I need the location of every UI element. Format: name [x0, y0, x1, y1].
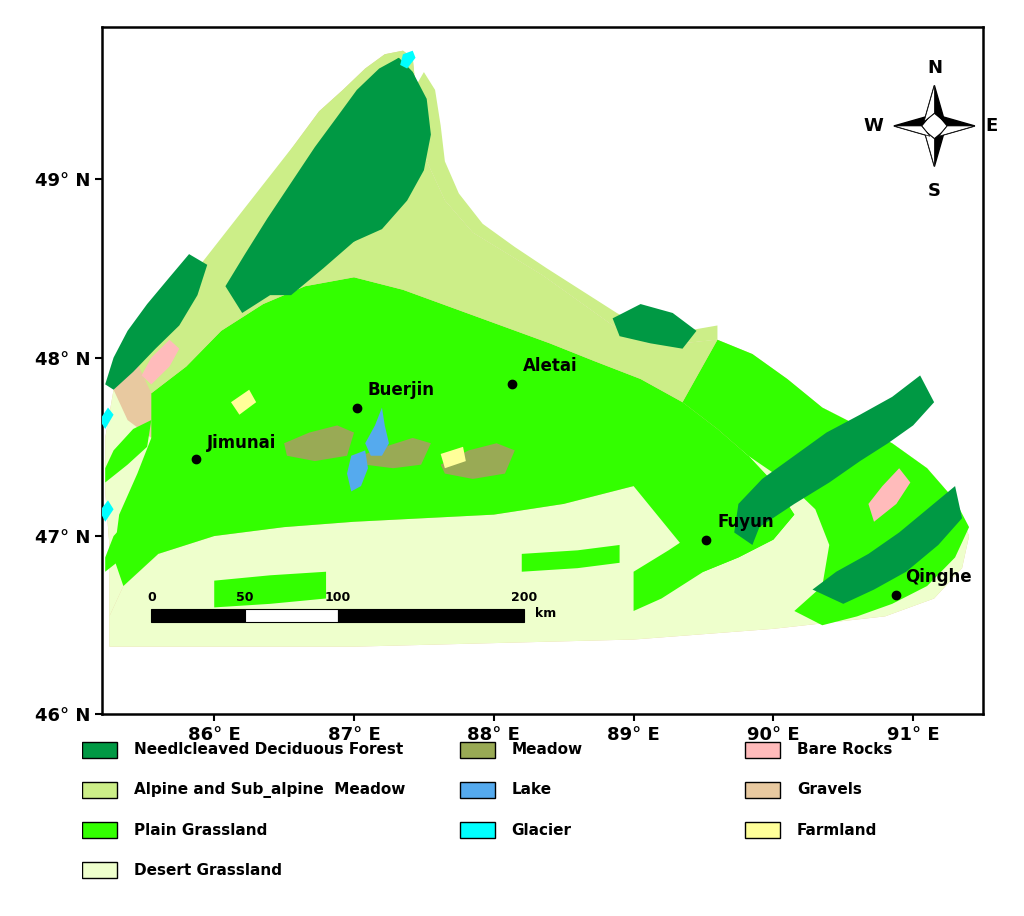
- Polygon shape: [105, 420, 152, 483]
- Polygon shape: [612, 304, 696, 349]
- Bar: [745, 822, 780, 838]
- Polygon shape: [440, 447, 466, 468]
- Text: Needlcleaved Deciduous Forest: Needlcleaved Deciduous Forest: [133, 742, 402, 758]
- Text: 50: 50: [236, 591, 253, 604]
- Polygon shape: [105, 50, 969, 647]
- Polygon shape: [416, 72, 718, 344]
- Text: Buerjin: Buerjin: [368, 381, 435, 398]
- Text: S: S: [928, 182, 941, 200]
- Polygon shape: [214, 572, 326, 607]
- Text: Meadow: Meadow: [511, 742, 583, 758]
- Text: Lake: Lake: [511, 782, 552, 798]
- Polygon shape: [894, 125, 930, 136]
- Bar: [338, 609, 524, 622]
- Text: 100: 100: [325, 591, 351, 604]
- Polygon shape: [868, 468, 910, 522]
- Text: Alpine and Sub_alpine  Meadow: Alpine and Sub_alpine Meadow: [133, 782, 404, 798]
- Bar: [82, 822, 117, 838]
- Text: Fuyun: Fuyun: [718, 513, 774, 530]
- Polygon shape: [99, 500, 114, 522]
- Text: N: N: [927, 60, 942, 77]
- Text: 0: 0: [147, 591, 156, 604]
- Bar: [82, 862, 117, 878]
- Polygon shape: [924, 85, 934, 122]
- Polygon shape: [105, 500, 159, 572]
- Bar: [245, 609, 338, 622]
- Polygon shape: [105, 254, 207, 389]
- Text: Qinghe: Qinghe: [905, 568, 972, 586]
- Text: Farmland: Farmland: [797, 823, 878, 837]
- Polygon shape: [133, 50, 718, 402]
- Bar: [745, 781, 780, 798]
- Polygon shape: [141, 340, 179, 385]
- Text: Desert Grassland: Desert Grassland: [133, 863, 282, 878]
- Polygon shape: [522, 545, 620, 572]
- Text: W: W: [863, 117, 884, 135]
- Text: 200: 200: [511, 591, 538, 604]
- Bar: [460, 781, 495, 798]
- Polygon shape: [734, 376, 934, 545]
- Text: Jimunai: Jimunai: [207, 434, 276, 453]
- Polygon shape: [105, 389, 207, 616]
- Text: km: km: [536, 607, 556, 620]
- Text: Aletai: Aletai: [523, 357, 578, 376]
- Polygon shape: [231, 389, 256, 415]
- Bar: [460, 822, 495, 838]
- Polygon shape: [110, 408, 969, 647]
- Polygon shape: [634, 456, 795, 611]
- Polygon shape: [114, 278, 795, 586]
- Polygon shape: [924, 85, 945, 122]
- Polygon shape: [400, 50, 416, 69]
- Text: Glacier: Glacier: [511, 823, 571, 837]
- Text: Gravels: Gravels: [797, 782, 862, 798]
- Polygon shape: [366, 408, 389, 456]
- Bar: [82, 742, 117, 758]
- Polygon shape: [812, 486, 963, 604]
- Polygon shape: [284, 425, 354, 461]
- Polygon shape: [225, 58, 427, 313]
- Bar: [152, 609, 245, 622]
- Polygon shape: [347, 451, 368, 491]
- Polygon shape: [256, 58, 431, 283]
- Polygon shape: [924, 130, 945, 167]
- Bar: [745, 742, 780, 758]
- Polygon shape: [99, 408, 114, 429]
- Text: Bare Rocks: Bare Rocks: [797, 742, 893, 758]
- Polygon shape: [939, 125, 975, 136]
- Polygon shape: [361, 438, 431, 468]
- Polygon shape: [894, 115, 930, 136]
- Polygon shape: [924, 130, 934, 167]
- Text: Plain Grassland: Plain Grassland: [133, 823, 267, 837]
- Bar: [82, 781, 117, 798]
- Polygon shape: [683, 340, 969, 626]
- Polygon shape: [440, 443, 515, 479]
- Polygon shape: [939, 115, 975, 136]
- Text: E: E: [985, 117, 997, 135]
- Bar: [460, 742, 495, 758]
